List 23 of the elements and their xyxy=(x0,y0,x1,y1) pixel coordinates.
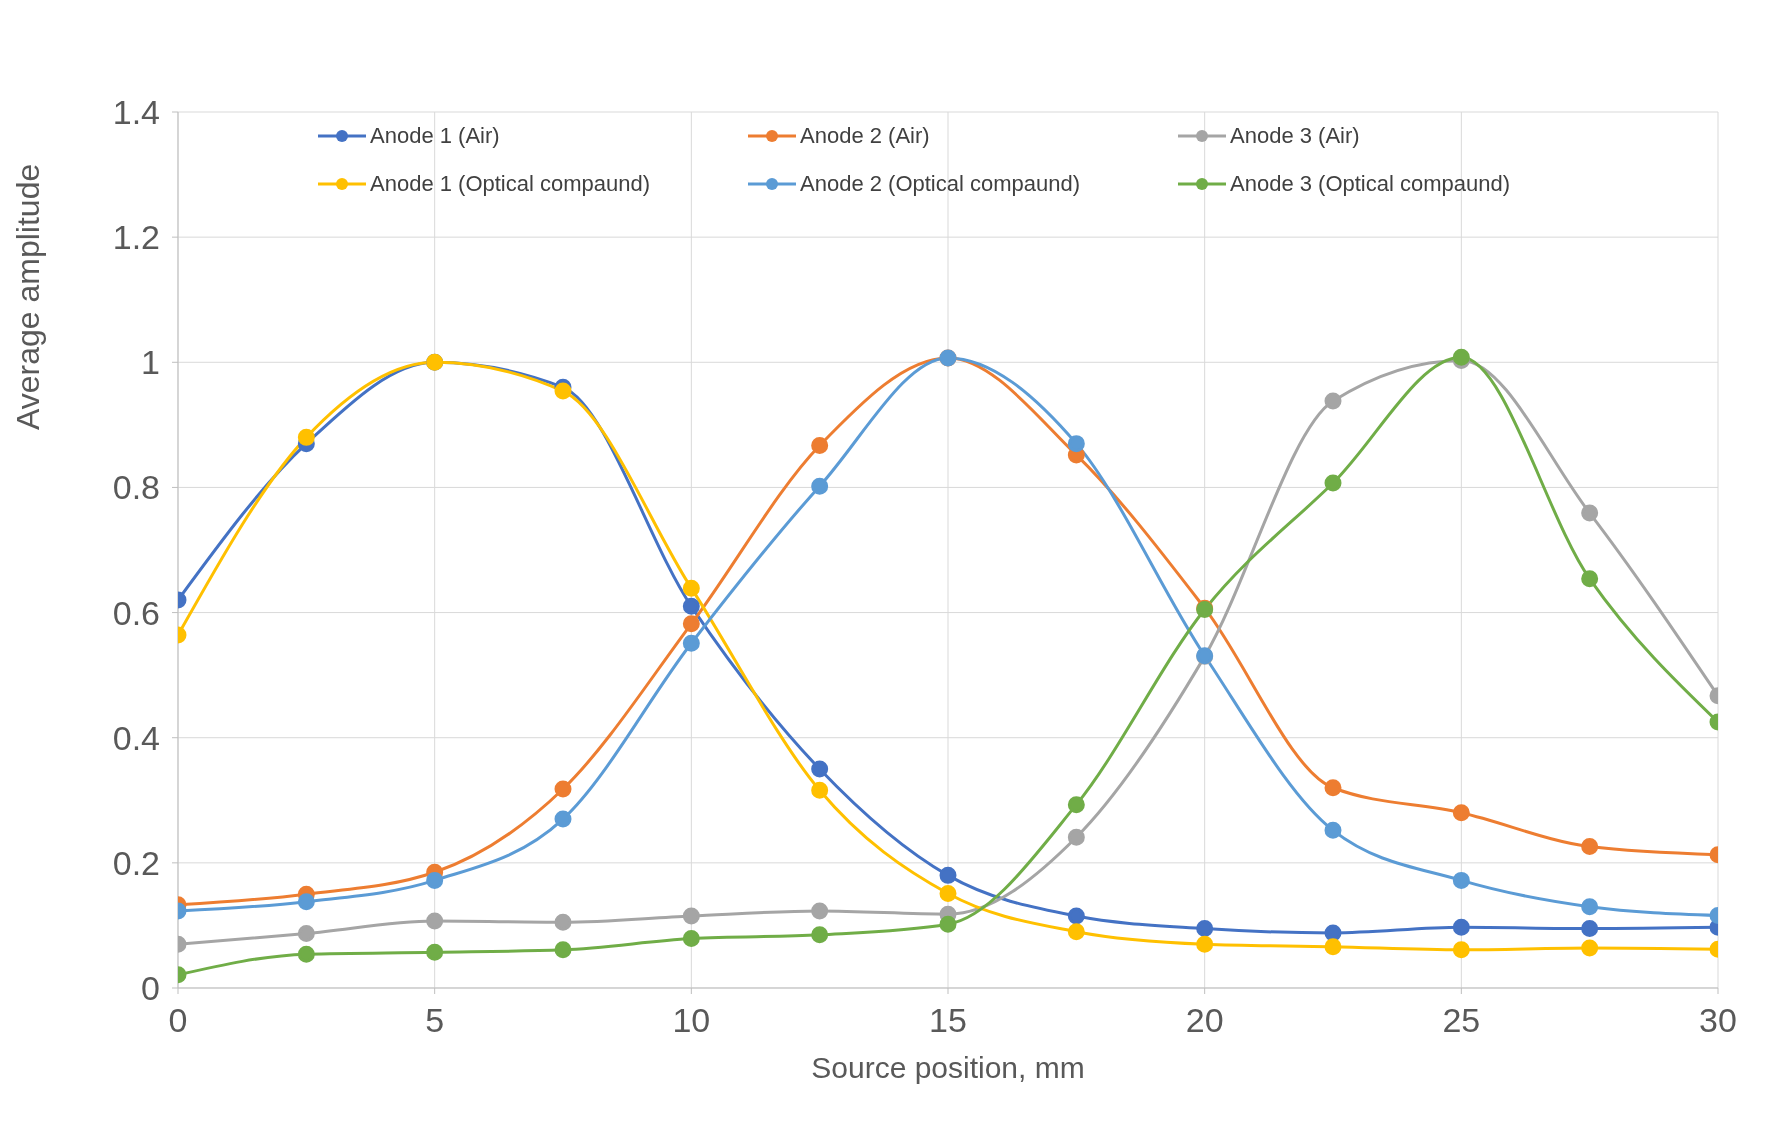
x-tick-label: 5 xyxy=(425,1001,445,1040)
legend-label: Anode 3 (Optical compaund) xyxy=(1230,171,1511,197)
legend-label: Anode 2 (Air) xyxy=(800,123,930,149)
y-tick-label: 1 xyxy=(141,343,160,382)
x-tick-label: 30 xyxy=(1699,1001,1737,1040)
y-axis-title: Average amplitude xyxy=(10,163,47,430)
y-tick-label: 1.4 xyxy=(112,93,160,132)
y-tick-label: 1.2 xyxy=(112,218,160,257)
legend-label: Anode 1 (Air) xyxy=(370,123,500,149)
y-tick-label: 0.6 xyxy=(112,593,160,632)
x-tick-label: 25 xyxy=(1442,1001,1481,1040)
legend-label: Anode 2 (Optical compaund) xyxy=(800,171,1081,197)
y-tick-label: 0.4 xyxy=(112,718,160,757)
x-axis-title: Source position, mm xyxy=(811,1051,1085,1084)
x-tick-label: 10 xyxy=(672,1001,711,1040)
x-tick-label: 15 xyxy=(929,1001,967,1040)
legend-label: Anode 3 (Air) xyxy=(1230,123,1360,149)
y-tick-label: 0 xyxy=(141,969,160,1008)
x-tick-label: 0 xyxy=(168,1001,188,1040)
y-tick-label: 0.2 xyxy=(112,843,160,882)
legend-label: Anode 1 (Optical compaund) xyxy=(370,171,651,197)
x-tick-label: 20 xyxy=(1185,1001,1224,1040)
y-tick-label: 0.8 xyxy=(112,468,160,507)
